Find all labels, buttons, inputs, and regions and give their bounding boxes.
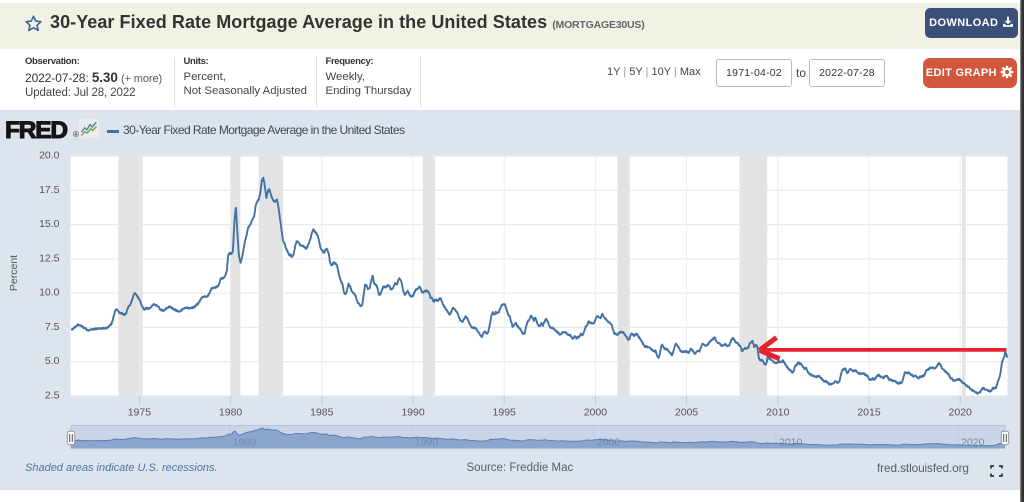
svg-text:1995: 1995 [493, 407, 517, 419]
svg-text:2000: 2000 [584, 407, 608, 419]
svg-text:2020: 2020 [949, 407, 973, 419]
svg-text:1990: 1990 [401, 407, 425, 419]
svg-text:1985: 1985 [310, 407, 334, 419]
svg-text:15.0: 15.0 [39, 218, 60, 230]
svg-text:10.0: 10.0 [39, 287, 60, 299]
svg-text:20.0: 20.0 [39, 150, 60, 162]
svg-text:7.5: 7.5 [45, 321, 60, 333]
svg-text:Percent: Percent [8, 255, 20, 291]
svg-text:5.0: 5.0 [45, 355, 60, 367]
svg-text:17.5: 17.5 [39, 184, 60, 196]
svg-text:12.5: 12.5 [39, 252, 60, 264]
svg-text:2010: 2010 [766, 407, 790, 419]
svg-text:2005: 2005 [675, 407, 699, 419]
svg-text:2.5: 2.5 [45, 390, 60, 402]
svg-text:2015: 2015 [857, 407, 881, 419]
svg-text:1975: 1975 [128, 407, 152, 419]
svg-text:1980: 1980 [219, 407, 243, 419]
